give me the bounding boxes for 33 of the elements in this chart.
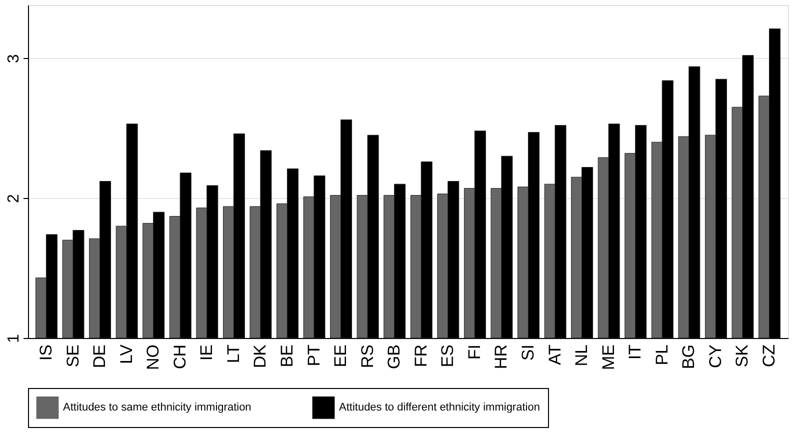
x-tick-label: DE (90, 344, 110, 368)
x-tick-label: CH (170, 344, 190, 370)
x-tick-label: SI (518, 344, 538, 361)
x-tick-label: PT (304, 344, 324, 366)
x-tick-label: NO (144, 344, 163, 370)
x-tick-label: LV (116, 344, 136, 364)
x-tick-label: BG (679, 344, 698, 370)
x-tick-label: SK (732, 344, 752, 368)
x-tick-label: EE (331, 344, 350, 368)
x-tick-label: FI (464, 344, 484, 360)
x-tick-label: NL (572, 344, 592, 366)
legend-label: Attitudes to different ethnicity immigration (339, 402, 540, 414)
x-tick-label: IT (626, 344, 645, 360)
x-tick-label: LT (224, 344, 243, 364)
x-tick-label: PL (652, 344, 672, 366)
legend-label: Attitudes to same ethnicity immigration (63, 402, 252, 414)
y-tick-label: 1 (6, 334, 22, 343)
x-tick-label: DK (250, 344, 270, 368)
x-tick-label: IE (197, 344, 216, 361)
x-tick-label: AT (545, 344, 564, 365)
x-tick-label: SE (63, 344, 82, 368)
x-tick-label: BE (277, 344, 296, 368)
y-tick-label: 2 (6, 194, 22, 204)
x-tick-label: HR (492, 344, 511, 370)
x-tick-label: FR (411, 344, 430, 368)
x-tick-label: IS (36, 344, 56, 361)
x-tick-label: RS (358, 344, 377, 368)
x-tick-label: CY (706, 344, 725, 368)
x-tick-label: ES (438, 344, 458, 368)
x-tick-label: CZ (760, 344, 779, 368)
x-tick-label: ME (598, 344, 618, 370)
y-tick-label: 3 (6, 54, 22, 64)
x-tick-label: GB (384, 344, 404, 370)
